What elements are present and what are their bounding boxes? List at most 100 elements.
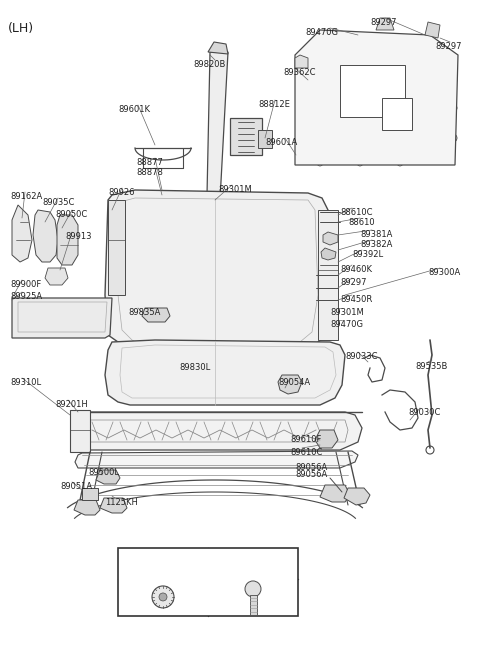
Polygon shape: [105, 340, 345, 405]
Polygon shape: [75, 451, 358, 468]
Text: 89201H: 89201H: [55, 400, 88, 409]
Text: 89033C: 89033C: [345, 352, 377, 361]
Text: 88877: 88877: [136, 158, 163, 167]
Circle shape: [331, 489, 341, 499]
Text: (LH): (LH): [8, 22, 34, 35]
Polygon shape: [321, 248, 336, 260]
Circle shape: [142, 272, 148, 278]
Polygon shape: [12, 205, 32, 262]
Circle shape: [112, 251, 120, 259]
Circle shape: [277, 212, 283, 218]
Circle shape: [112, 211, 120, 219]
Text: 89050C: 89050C: [55, 210, 87, 219]
Polygon shape: [74, 500, 100, 515]
Polygon shape: [230, 118, 262, 155]
Circle shape: [353, 491, 363, 501]
Text: 89056A: 89056A: [295, 470, 327, 479]
Polygon shape: [96, 470, 120, 484]
Text: 89162A: 89162A: [10, 192, 42, 201]
Polygon shape: [295, 55, 308, 68]
Text: 89301M: 89301M: [218, 185, 252, 194]
Text: 89820B: 89820B: [193, 60, 226, 69]
Polygon shape: [12, 298, 112, 338]
Text: 89297: 89297: [435, 42, 461, 51]
Text: 88812E: 88812E: [258, 100, 290, 109]
Circle shape: [449, 104, 457, 112]
Circle shape: [317, 160, 323, 166]
Polygon shape: [295, 30, 458, 165]
Text: 89056A: 89056A: [295, 463, 327, 472]
Bar: [70, 410, 90, 452]
Polygon shape: [425, 22, 440, 38]
Text: 89601A: 89601A: [265, 138, 297, 147]
Circle shape: [323, 214, 329, 220]
Text: 89392L: 89392L: [352, 250, 383, 259]
Text: 89925A: 89925A: [10, 292, 42, 301]
Text: 89297: 89297: [370, 18, 396, 27]
Polygon shape: [320, 485, 350, 502]
Text: 89051A: 89051A: [60, 482, 92, 491]
Bar: [250, 595, 256, 615]
Circle shape: [245, 581, 261, 597]
Text: 89470G: 89470G: [305, 28, 338, 37]
Circle shape: [321, 262, 327, 268]
Text: 89610F: 89610F: [290, 435, 322, 444]
Polygon shape: [315, 430, 338, 448]
Text: 89301M: 89301M: [330, 308, 364, 317]
Circle shape: [277, 272, 283, 278]
Text: 1125KH: 1125KH: [105, 498, 138, 507]
Text: 89460K: 89460K: [340, 265, 372, 274]
Circle shape: [38, 230, 54, 246]
Text: 89900F: 89900F: [10, 280, 41, 289]
Circle shape: [37, 313, 47, 323]
Bar: [318, 210, 338, 340]
Polygon shape: [100, 498, 127, 513]
Circle shape: [28, 304, 56, 332]
Circle shape: [449, 134, 457, 142]
Polygon shape: [33, 210, 58, 262]
Polygon shape: [258, 130, 272, 148]
Bar: [118, 548, 298, 616]
Bar: [82, 488, 98, 500]
Circle shape: [112, 276, 120, 284]
Text: 89601K: 89601K: [118, 105, 150, 114]
Text: 89362C: 89362C: [283, 68, 315, 77]
Text: 89300A: 89300A: [428, 268, 460, 277]
Text: 88878: 88878: [136, 168, 163, 177]
Circle shape: [152, 586, 174, 608]
Circle shape: [70, 313, 80, 323]
Text: 89926: 89926: [108, 188, 134, 197]
Circle shape: [142, 212, 148, 218]
Polygon shape: [376, 18, 394, 30]
Polygon shape: [323, 232, 338, 245]
Polygon shape: [57, 215, 78, 265]
Circle shape: [397, 160, 403, 166]
Polygon shape: [105, 190, 332, 355]
Text: 89913: 89913: [65, 232, 92, 241]
Text: 89535B: 89535B: [415, 362, 447, 371]
Text: 1338CA: 1338CA: [144, 558, 182, 568]
Circle shape: [449, 76, 457, 84]
Polygon shape: [278, 375, 302, 394]
Text: 89835A: 89835A: [128, 308, 160, 317]
Text: 89297: 89297: [340, 278, 367, 287]
Text: 89035C: 89035C: [42, 198, 74, 207]
Text: 89830L: 89830L: [180, 363, 211, 372]
Polygon shape: [207, 52, 228, 200]
Circle shape: [82, 503, 92, 513]
Text: 89382A: 89382A: [360, 240, 392, 249]
Text: 89450R: 89450R: [340, 295, 372, 304]
Text: 89381A: 89381A: [360, 230, 392, 239]
Polygon shape: [72, 412, 362, 450]
Circle shape: [109, 501, 119, 511]
Circle shape: [61, 304, 89, 332]
Circle shape: [357, 160, 363, 166]
Polygon shape: [142, 308, 170, 322]
Polygon shape: [45, 268, 68, 285]
Circle shape: [159, 593, 167, 601]
Text: 89500L: 89500L: [88, 468, 119, 477]
Circle shape: [142, 242, 148, 248]
Text: 88610C: 88610C: [340, 208, 372, 217]
Text: 88610: 88610: [348, 218, 374, 227]
Text: 89610C: 89610C: [290, 448, 323, 457]
